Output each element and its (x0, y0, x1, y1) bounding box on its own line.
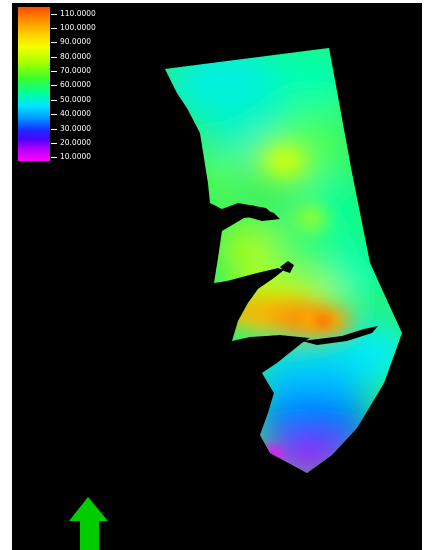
legend-label-110: 110.0000 (60, 9, 96, 18)
legend-label-90: 90.0000 (60, 37, 92, 46)
legend-tick (51, 100, 57, 101)
legend-label-100: 100.0000 (60, 23, 96, 32)
legend-label-50: 50.0000 (60, 95, 92, 104)
legend-tick (51, 143, 57, 144)
color-legend: 110.0000 100.0000 90.0000 80.0000 70.000… (16, 5, 136, 161)
legend-tick (51, 14, 57, 15)
legend-label-20: 20.0000 (60, 138, 92, 147)
contour-map-canvas[interactable] (12, 3, 422, 550)
legend-color-bar (18, 7, 50, 161)
map-viewport[interactable]: 110.0000 100.0000 90.0000 80.0000 70.000… (12, 3, 422, 550)
fault-gap-middle (280, 261, 294, 273)
legend-label-60: 60.0000 (60, 80, 92, 89)
legend-tick (51, 129, 57, 130)
legend-label-40: 40.0000 (60, 109, 92, 118)
legend-label-80: 80.0000 (60, 52, 92, 61)
legend-tick (51, 71, 57, 72)
legend-label-10: 10.0000 (60, 152, 92, 161)
legend-tick (51, 57, 57, 58)
legend-label-70: 70.0000 (60, 66, 92, 75)
legend-tick (51, 85, 57, 86)
north-arrow-icon (69, 497, 108, 550)
legend-tick (51, 42, 57, 43)
legend-tick (51, 114, 57, 115)
legend-tick (51, 28, 57, 29)
fault-gap-upper (224, 205, 280, 221)
legend-tick (51, 157, 57, 158)
fault-gap-lower (302, 326, 378, 345)
legend-label-30: 30.0000 (60, 124, 92, 133)
